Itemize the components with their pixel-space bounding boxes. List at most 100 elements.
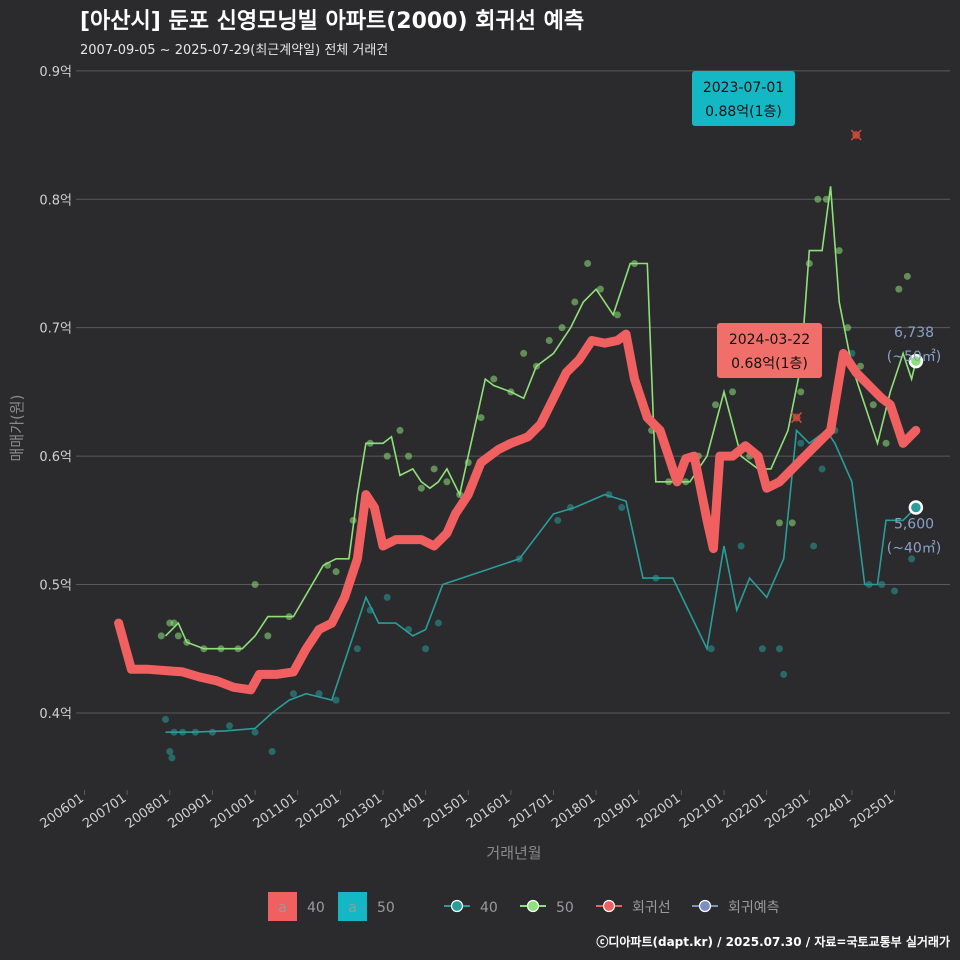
series-50-point — [174, 632, 182, 640]
x-tick-label: 202101 — [677, 791, 726, 832]
x-tick-label: 201401 — [379, 791, 428, 832]
series-50-point — [882, 439, 890, 447]
series-50-point — [545, 337, 553, 345]
x-tick-label: 201101 — [251, 791, 300, 832]
x-tick-label: 201601 — [464, 791, 513, 832]
legend-marker-forecast — [698, 899, 712, 913]
series-50-point — [596, 285, 604, 293]
series-50-point — [844, 324, 852, 332]
series-50-point — [157, 632, 165, 640]
series-40-point — [618, 503, 626, 511]
series-50-point — [788, 519, 796, 527]
legend-label-50: 50 — [377, 900, 395, 916]
annotation-latest-date: 2024-03-22 — [729, 332, 810, 348]
series-40-point — [162, 715, 170, 723]
x-tick-label: 202501 — [848, 791, 897, 832]
series-50-point — [430, 465, 438, 473]
x-tick-label: 201201 — [293, 791, 342, 832]
outlier-marker — [790, 412, 803, 424]
series-40-point — [908, 555, 916, 563]
series-50-latest-area: (~50㎡) — [887, 349, 941, 365]
series-50-point — [775, 519, 783, 527]
series-50-point — [405, 452, 413, 460]
series-40-point — [775, 645, 783, 653]
series-40-point — [383, 593, 391, 601]
grid-lines — [76, 70, 950, 714]
series-40-point — [168, 754, 176, 762]
annotation-latest-box — [717, 323, 822, 378]
legend-key-50 — [338, 892, 367, 921]
series-50-point — [712, 401, 720, 409]
series-50-latest-price: 6,738 — [894, 325, 934, 341]
legend-marker-regression — [602, 899, 616, 913]
series-40-point — [797, 439, 805, 447]
annotation-max-box — [692, 71, 795, 126]
x-tick-label: 201901 — [592, 791, 641, 832]
series-40-point — [353, 645, 361, 653]
series-40-latest-point — [908, 500, 924, 515]
series-50-point — [613, 311, 621, 319]
annotation-latest-value: 0.68억(1층) — [731, 356, 808, 372]
series-40-line — [165, 428, 917, 733]
series-50-point — [558, 324, 566, 332]
credit-text: ⓒ디아파트(dapt.kr) / 2025.07.30 / 자료=국토교통부 실… — [596, 934, 950, 949]
series-50-point — [571, 298, 579, 306]
series-40-point — [780, 670, 788, 678]
series-40-point — [758, 645, 766, 653]
series-50-point — [417, 484, 425, 492]
series-40-point — [289, 690, 297, 698]
series-50-point — [383, 452, 391, 460]
series-40-point — [208, 728, 216, 736]
x-tick-label: 201501 — [421, 791, 470, 832]
series-40-point — [554, 516, 562, 524]
series-40-latest-price: 5,600 — [894, 516, 934, 532]
x-tick-label: 202301 — [762, 791, 811, 832]
series-40-point — [315, 690, 323, 698]
regression-line — [114, 329, 921, 695]
series-40-point — [268, 747, 276, 755]
x-tick-label: 200901 — [165, 791, 214, 832]
series-40-point — [251, 728, 259, 736]
legend: a 40 a 50 40 50 회귀선 회귀예측 — [268, 892, 780, 921]
series-50-point — [797, 388, 805, 396]
legend-line-label: 50 — [556, 900, 574, 916]
series-40-latest-area: (~40㎡) — [887, 540, 941, 556]
x-tick-label: 202001 — [634, 791, 683, 832]
legend-key-letter: a — [348, 900, 357, 916]
x-tick-label: 201801 — [549, 791, 598, 832]
y-tick-label: 0.4억 — [39, 707, 72, 722]
series-50-line — [164, 186, 917, 650]
series-40-point — [810, 542, 818, 550]
series-40-point — [891, 587, 899, 595]
x-tick-label: 200801 — [123, 791, 172, 832]
series-50-point — [856, 362, 864, 370]
legend-key-letter: a — [278, 900, 287, 916]
x-tick-label: 201001 — [208, 791, 257, 832]
series-40-point — [422, 645, 430, 653]
legend-line-label: 회귀예측 — [728, 900, 780, 916]
y-tick-label: 0.8억 — [39, 193, 72, 208]
annotation-max-value: 0.88억(1층) — [705, 104, 782, 120]
y-axis-label: 매매가(원) — [8, 395, 26, 462]
y-tick-label: 0.7억 — [39, 322, 72, 337]
chart-title: [아산시] 둔포 신영모닝빌 아파트(2000) 회귀선 예측 — [80, 9, 584, 34]
series-40-point — [332, 696, 340, 704]
series-40-point — [166, 747, 174, 755]
series-40-point — [434, 619, 442, 627]
series-50-point — [251, 581, 259, 589]
outlier-marker — [850, 129, 862, 141]
x-tick-label: 202201 — [720, 791, 769, 832]
series-50-point — [729, 388, 737, 396]
series-40-point — [707, 645, 715, 653]
y-axis-ticks: 0.4억 0.5억 0.6억 0.7억 0.8억 0.9억 — [39, 65, 72, 722]
x-axis-label: 거래년월 — [486, 844, 541, 862]
legend-label-40: 40 — [307, 900, 325, 916]
series-50-point — [895, 285, 903, 293]
series-50-point — [264, 632, 272, 640]
series-50-latest-point — [908, 353, 924, 369]
annotation-max-date: 2023-07-01 — [703, 80, 784, 96]
series-40-point — [737, 542, 745, 550]
legend-marker-50 — [526, 899, 540, 913]
series-50-point — [835, 247, 843, 255]
